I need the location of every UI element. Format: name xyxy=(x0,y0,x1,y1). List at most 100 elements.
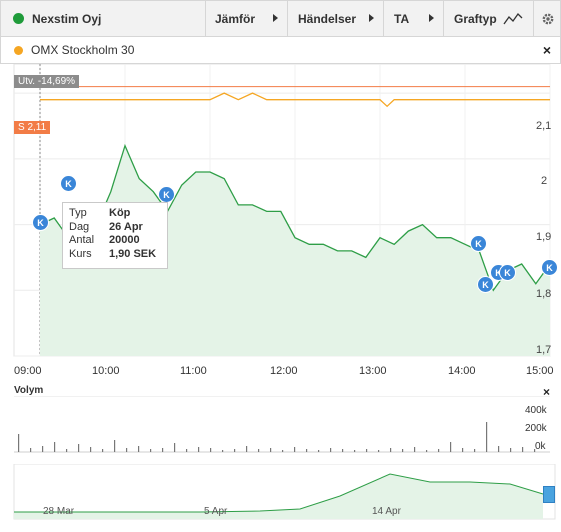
volume-tick-label: 400k xyxy=(525,405,547,416)
volume-bar xyxy=(486,422,488,452)
volume-tick-label: 0k xyxy=(535,441,546,452)
trade-marker[interactable]: K xyxy=(477,276,494,293)
navigator-date-label: 28 Mar xyxy=(43,506,75,517)
volume-bar xyxy=(390,448,392,452)
trade-marker[interactable]: K xyxy=(158,186,175,203)
price-area xyxy=(40,145,550,356)
volume-bar xyxy=(174,443,176,452)
volume-bar xyxy=(258,449,260,452)
y-tick-label: 1,7 xyxy=(536,344,552,356)
x-tick-label: 12:00 xyxy=(270,365,298,377)
jamfor-label: Jämför xyxy=(215,11,256,26)
ta-label: TA xyxy=(394,11,410,26)
comparison-row: OMX Stockholm 30 × xyxy=(0,37,561,64)
gear-icon xyxy=(542,13,554,24)
line-chart-icon xyxy=(503,12,523,24)
instrument-name: Nexstim Oyj xyxy=(32,11,102,26)
volume-bar xyxy=(186,449,188,452)
volume-bar xyxy=(294,447,296,452)
jamfor-menu-button[interactable]: Jämför xyxy=(205,1,287,36)
volume-bar xyxy=(246,446,248,452)
volume-tick-label: 200k xyxy=(525,423,547,434)
volume-bar xyxy=(498,446,500,452)
tooltip-kurs-label: Kurs xyxy=(69,247,92,260)
volume-bar xyxy=(30,448,32,452)
comparison-label: OMX Stockholm 30 xyxy=(31,43,135,57)
caret-right-icon xyxy=(429,14,434,22)
x-tick-label: 09:00 xyxy=(14,365,42,377)
volume-bar xyxy=(282,450,284,452)
tooltip-kurs-value: 1,90 SEK xyxy=(109,247,157,260)
volume-bar xyxy=(366,449,368,452)
volume-bar xyxy=(114,440,116,452)
graftyp-label: Graftyp xyxy=(454,11,497,26)
volume-bar xyxy=(426,450,428,452)
caret-right-icon xyxy=(273,14,278,22)
volume-bar xyxy=(270,448,272,452)
trade-marker[interactable]: K xyxy=(470,235,487,252)
price-chart-plot xyxy=(13,64,551,357)
handelser-label: Händelser xyxy=(298,11,357,26)
remove-comparison-button[interactable]: × xyxy=(542,42,551,58)
x-tick-label: 14:00 xyxy=(448,365,476,377)
tooltip-dag-value: 26 Apr xyxy=(109,220,143,233)
instrument-color-dot xyxy=(13,13,24,24)
volume-bar xyxy=(510,448,512,452)
volume-bar xyxy=(318,450,320,452)
y-tick-label: 1,9 xyxy=(536,231,552,243)
tooltip-antal-value: 20000 xyxy=(109,234,140,246)
volume-bar xyxy=(306,449,308,452)
trade-tooltip: Typ Köp Dag 26 Apr Antal 20000 Kurs 1,90 SEK xyxy=(62,202,168,269)
navigator-date-label: 14 Apr xyxy=(372,506,401,517)
handelser-menu-button[interactable]: Händelser xyxy=(287,1,383,36)
trade-marker[interactable]: K xyxy=(499,264,516,281)
navigator-line xyxy=(14,473,544,513)
volume-bar xyxy=(66,449,68,452)
y-tick-label: 2 xyxy=(541,175,548,187)
volume-bar xyxy=(438,449,440,452)
close-volume-button[interactable]: × xyxy=(542,385,550,399)
volume-bar xyxy=(42,446,44,452)
volume-bar xyxy=(534,449,536,452)
caret-right-icon xyxy=(369,14,374,22)
y-tick-label: 1,8 xyxy=(536,288,552,300)
trade-marker[interactable]: K xyxy=(541,259,558,276)
range-navigator[interactable] xyxy=(0,464,561,532)
volume-bar xyxy=(102,449,104,452)
volume-bar xyxy=(162,448,164,452)
tooltip-typ-value: Köp xyxy=(109,207,131,219)
volume-chart xyxy=(14,396,550,453)
trade-marker[interactable]: K xyxy=(32,214,49,231)
volume-bar xyxy=(210,448,212,452)
graftyp-menu-button[interactable]: Graftyp xyxy=(443,1,533,36)
tooltip-antal-label: Antal xyxy=(69,234,95,246)
comparison-value-badge: S 2,11 xyxy=(14,121,51,134)
trade-marker[interactable]: K xyxy=(60,175,77,192)
volume-bar xyxy=(330,448,332,452)
volume-title: Volym xyxy=(14,385,44,396)
navigator-date-label: 5 Apr xyxy=(204,506,228,517)
settings-button[interactable] xyxy=(533,1,561,36)
volume-bar xyxy=(462,448,464,452)
navigator-area xyxy=(14,474,543,519)
x-tick-label: 10:00 xyxy=(92,365,120,377)
change-badge: Utv. -14,69% xyxy=(14,75,80,88)
volume-bar xyxy=(378,450,380,452)
price-chart[interactable]: Utv. -14,69% S 2,11 2,1 2 1,9 1,8 1,7 09… xyxy=(0,64,561,382)
index-line xyxy=(40,92,550,108)
y-tick-label: 2,1 xyxy=(536,120,552,132)
volume-bar xyxy=(18,434,20,452)
volume-bar xyxy=(138,446,140,452)
volume-bar xyxy=(402,449,404,452)
volume-bar xyxy=(78,444,80,452)
volume-bar xyxy=(522,447,524,452)
ta-menu-button[interactable]: TA xyxy=(383,1,443,36)
volume-bar xyxy=(234,449,236,452)
comparison-color-dot xyxy=(14,45,23,55)
instrument-title[interactable]: Nexstim Oyj xyxy=(1,1,205,36)
volume-bar xyxy=(342,449,344,452)
tooltip-typ-label: Typ xyxy=(69,207,87,219)
volume-bar xyxy=(354,450,356,452)
navigator-handle[interactable] xyxy=(543,486,555,503)
volume-bar xyxy=(126,448,128,452)
